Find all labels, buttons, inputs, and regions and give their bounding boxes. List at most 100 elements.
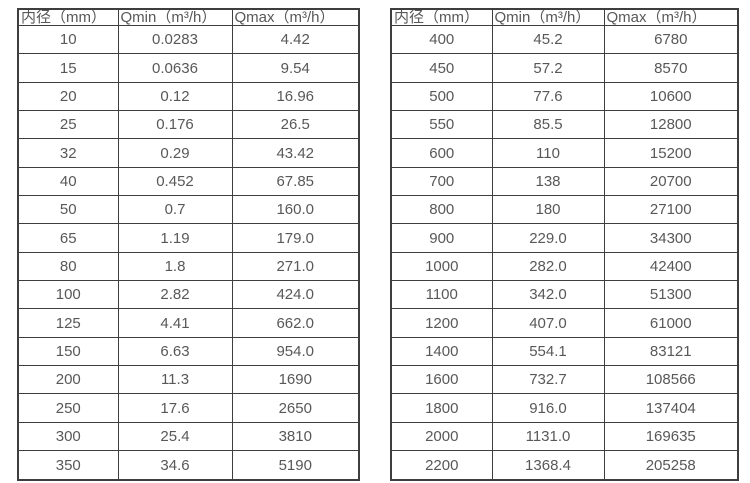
table-cell: 6780 <box>603 24 739 55</box>
table-row: 1000 282.0 42400 <box>390 251 739 282</box>
table-cell: 83121 <box>603 336 739 367</box>
table-row: 2000 1131.0 169635 <box>390 421 739 452</box>
table-cell: 160.0 <box>231 195 360 225</box>
table-cell: 662.0 <box>231 308 360 338</box>
table-cell: 800 <box>390 195 493 225</box>
table-cell: 17.6 <box>117 393 233 423</box>
table-cell: 150 <box>17 336 119 367</box>
table-cell: 26.5 <box>231 110 360 140</box>
table-cell: 2000 <box>390 421 493 452</box>
table-cell: 900 <box>390 223 493 253</box>
table-cell: 0.0283 <box>117 24 233 55</box>
table-cell: 600 <box>390 138 493 168</box>
table-cell: 6.63 <box>117 336 233 367</box>
table-cell: 500 <box>390 81 493 112</box>
table-cell: 0.0636 <box>117 53 233 83</box>
table-cell: 1100 <box>390 280 493 310</box>
table-cell: 15200 <box>603 138 739 168</box>
table-cell: 916.0 <box>491 393 605 423</box>
table-cell: 15 <box>17 53 119 83</box>
table-body: 10 0.0283 4.42 15 0.0636 9.54 20 0.12 16.96 25 0.1… <box>17 24 360 481</box>
table-cell: 1690 <box>231 365 360 395</box>
table-cell: 45.2 <box>491 24 605 55</box>
table-row: 1400 554.1 83121 <box>390 336 739 367</box>
table-cell: 16.96 <box>231 81 360 112</box>
table-cell: 137404 <box>603 393 739 423</box>
flow-table-large-diameters: 内径（mm） Qmin（m³/h） Qmax（m³/h） 400 45.2 6780… <box>390 8 739 481</box>
table-row: 1200 407.0 61000 <box>390 308 739 338</box>
table-row: 600 110 15200 <box>390 138 739 168</box>
table-cell: 0.7 <box>117 195 233 225</box>
table-row: 100 2.82 424.0 <box>17 280 360 310</box>
table-cell: 2200 <box>390 450 493 481</box>
table-cell: 424.0 <box>231 280 360 310</box>
table-cell: 5190 <box>231 450 360 481</box>
table-row: 150 6.63 954.0 <box>17 336 360 367</box>
table-cell: 407.0 <box>491 308 605 338</box>
table-cell: 700 <box>390 166 493 197</box>
table-header-row: 内径（mm） Qmin（m³/h） Qmax（m³/h） <box>17 8 360 26</box>
table-cell: 51300 <box>603 280 739 310</box>
table-cell: 0.452 <box>117 166 233 197</box>
table-cell: 0.176 <box>117 110 233 140</box>
table-cell: 180 <box>491 195 605 225</box>
table-cell: 125 <box>17 308 119 338</box>
table-cell: 65 <box>17 223 119 253</box>
table-cell: 42400 <box>603 251 739 282</box>
table-row: 125 4.41 662.0 <box>17 308 360 338</box>
table-cell: 25.4 <box>117 421 233 452</box>
table-cell: 20 <box>17 81 119 112</box>
table-cell: 300 <box>17 421 119 452</box>
table-row: 1800 916.0 137404 <box>390 393 739 423</box>
table-cell: 200 <box>17 365 119 395</box>
table-cell: 954.0 <box>231 336 360 367</box>
table-row: 20 0.12 16.96 <box>17 81 360 112</box>
table-cell: 1600 <box>390 365 493 395</box>
table-cell: 1800 <box>390 393 493 423</box>
table-cell: 350 <box>17 450 119 481</box>
table-cell: 554.1 <box>491 336 605 367</box>
table-cell: 250 <box>17 393 119 423</box>
table-cell: 4.41 <box>117 308 233 338</box>
table-row: 40 0.452 67.85 <box>17 166 360 197</box>
table-row: 2200 1368.4 205258 <box>390 450 739 481</box>
table-header-row: 内径（mm） Qmin（m³/h） Qmax（m³/h） <box>390 8 739 26</box>
table-cell: 10 <box>17 24 119 55</box>
table-cell: 2650 <box>231 393 360 423</box>
table-cell: 110 <box>491 138 605 168</box>
table-row: 65 1.19 179.0 <box>17 223 360 253</box>
flow-table-small-diameters: 内径（mm） Qmin（m³/h） Qmax（m³/h） 10 0.0283 4.4… <box>17 8 360 481</box>
table-cell: 80 <box>17 251 119 282</box>
table-cell: 57.2 <box>491 53 605 83</box>
table-cell: 34300 <box>603 223 739 253</box>
table-cell: 11.3 <box>117 365 233 395</box>
table-cell: 9.54 <box>231 53 360 83</box>
table-cell: 271.0 <box>231 251 360 282</box>
table-row: 50 0.7 160.0 <box>17 195 360 225</box>
table-row: 500 77.6 10600 <box>390 81 739 112</box>
table-cell: 282.0 <box>491 251 605 282</box>
table-row: 300 25.4 3810 <box>17 421 360 452</box>
table-cell: 342.0 <box>491 280 605 310</box>
table-cell: 25 <box>17 110 119 140</box>
table-cell: 229.0 <box>491 223 605 253</box>
column-header-qmin: Qmin（m³/h） <box>117 8 233 26</box>
table-cell: 179.0 <box>231 223 360 253</box>
table-cell: 732.7 <box>491 365 605 395</box>
table-row: 200 11.3 1690 <box>17 365 360 395</box>
table-cell: 1131.0 <box>491 421 605 452</box>
table-cell: 400 <box>390 24 493 55</box>
table-cell: 550 <box>390 110 493 140</box>
table-cell: 108566 <box>603 365 739 395</box>
table-row: 800 180 27100 <box>390 195 739 225</box>
table-row: 32 0.29 43.42 <box>17 138 360 168</box>
table-row: 1600 732.7 108566 <box>390 365 739 395</box>
column-header-qmax: Qmax（m³/h） <box>603 8 739 26</box>
table-row: 900 229.0 34300 <box>390 223 739 253</box>
table-row: 250 17.6 2650 <box>17 393 360 423</box>
table-cell: 1368.4 <box>491 450 605 481</box>
table-cell: 8570 <box>603 53 739 83</box>
table-cell: 32 <box>17 138 119 168</box>
table-cell: 40 <box>17 166 119 197</box>
